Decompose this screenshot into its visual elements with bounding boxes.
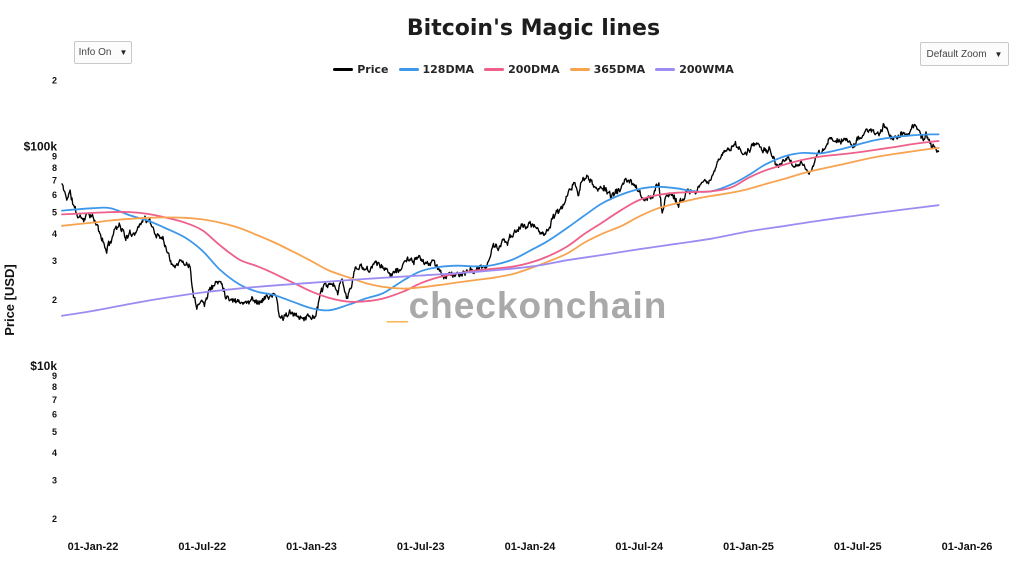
dropdown-arrow-icon: ▼ bbox=[119, 48, 128, 57]
x-tick-label: 01-Jul-25 bbox=[834, 541, 882, 553]
x-tick-label: 01-Jul-23 bbox=[397, 541, 445, 553]
legend-label: 365DMA bbox=[593, 63, 646, 76]
info-dropdown-button[interactable]: Info On ▼ bbox=[74, 41, 132, 64]
series-line-price bbox=[61, 122, 940, 322]
y-tick-label: 8 bbox=[52, 163, 57, 173]
series-line-128dma bbox=[61, 133, 940, 312]
dropdown-arrow-icon: ▼ bbox=[994, 49, 1003, 59]
y-tick-label: $100k bbox=[24, 140, 58, 154]
zoom-dropdown-button[interactable]: Default Zoom ▼ bbox=[920, 42, 1009, 66]
y-tick-label: 4 bbox=[52, 448, 57, 458]
x-tick-label: 01-Jul-22 bbox=[178, 541, 226, 553]
y-tick-label: 5 bbox=[52, 427, 57, 437]
legend-label: Price bbox=[357, 63, 389, 76]
legend-swatch bbox=[484, 68, 505, 71]
chart-title: Bitcoin's Magic lines bbox=[406, 16, 661, 41]
y-tick-label: 8 bbox=[52, 382, 57, 392]
legend-swatch bbox=[398, 68, 419, 71]
x-tick-label: 01-Jan-22 bbox=[68, 541, 119, 553]
legend-item-price[interactable]: Price bbox=[333, 63, 389, 76]
legend-item-200wma[interactable]: 200WMA bbox=[655, 63, 734, 76]
x-axis-tick-labels: 01-Jan-22 01-Jul-22 01-Jan-23 01-Jul-23 01-J… bbox=[68, 541, 993, 553]
y-tick-label: 2 bbox=[52, 75, 57, 85]
chart-legend: Price 128DMA 200DMA 365DMA 200WMA bbox=[62, 63, 1005, 76]
legend-swatch bbox=[655, 68, 676, 71]
zoom-dropdown-label: Default Zoom bbox=[926, 48, 987, 60]
y-tick-label: $10k bbox=[30, 359, 57, 373]
x-tick-label: 01-Jan-25 bbox=[723, 541, 774, 553]
x-tick-label: 01-Jul-24 bbox=[615, 541, 664, 553]
x-tick-label: 01-Jan-23 bbox=[286, 541, 337, 553]
y-tick-label: 9 bbox=[52, 371, 57, 381]
info-dropdown-label: Info On bbox=[78, 47, 112, 58]
legend-swatch bbox=[333, 68, 354, 71]
legend-item-128dma[interactable]: 128DMA bbox=[398, 63, 475, 76]
y-tick-label: 7 bbox=[52, 395, 57, 405]
y-tick-label: 7 bbox=[52, 175, 57, 185]
y-tick-label: 3 bbox=[52, 475, 57, 485]
legend-label: 200WMA bbox=[679, 63, 734, 76]
y-tick-label: 2 bbox=[52, 514, 57, 524]
y-tick-label: 3 bbox=[52, 256, 57, 266]
series-line-200dma bbox=[61, 140, 940, 303]
legend-swatch bbox=[569, 68, 590, 71]
y-tick-label: 4 bbox=[52, 229, 57, 239]
y-tick-label: 6 bbox=[52, 190, 57, 200]
series-line-365dma bbox=[61, 147, 940, 290]
legend-label: 128DMA bbox=[422, 63, 475, 76]
x-tick-label: 01-Jan-26 bbox=[942, 541, 993, 553]
y-tick-label: 9 bbox=[52, 152, 57, 162]
y-axis-title: Price [USD] bbox=[2, 264, 17, 336]
series-line-200wma bbox=[61, 204, 940, 317]
legend-item-200dma[interactable]: 200DMA bbox=[484, 63, 560, 76]
x-tick-label: 01-Jan-24 bbox=[505, 541, 557, 553]
y-tick-label: 6 bbox=[52, 409, 57, 419]
checkonchain-watermark: _checkonchain bbox=[386, 285, 667, 326]
y-tick-label: 2 bbox=[52, 295, 57, 305]
legend-item-365dma[interactable]: 365DMA bbox=[569, 63, 646, 76]
y-tick-label: 5 bbox=[52, 208, 57, 218]
legend-label: 200DMA bbox=[508, 63, 560, 76]
